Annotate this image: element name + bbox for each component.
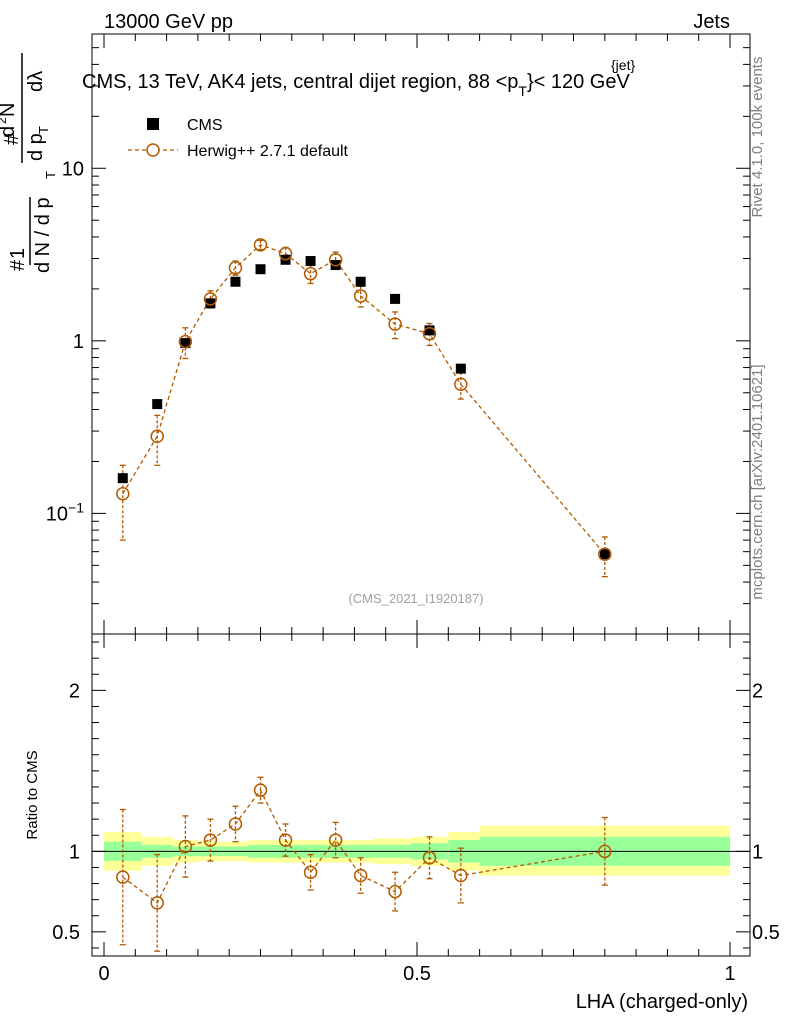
cms-data-point — [355, 276, 366, 287]
ylabel-T1: T — [43, 171, 58, 179]
ratio-y-tick-label: 0.5 — [52, 922, 80, 944]
title-main: CMS, 13 TeV, AK4 jets, central dijet reg… — [82, 71, 518, 93]
main-y-tick-label: 10−1 — [46, 499, 84, 525]
herwig-ratio-point — [278, 833, 293, 847]
rivet-version-text: Rivet 4.1.0, 100k events — [749, 57, 766, 218]
ylabel-T2: T — [36, 126, 51, 134]
cms-series — [116, 238, 612, 561]
cms-data-point — [390, 293, 401, 304]
cms-data-point — [255, 264, 266, 275]
herwig-data-point — [150, 429, 164, 443]
legend-cms-label: CMS — [187, 117, 223, 134]
legend-herwig-marker — [146, 143, 160, 157]
herwig-ratio-point — [422, 851, 437, 865]
herwig-ratio-point — [303, 865, 318, 880]
title-end: }< 120 GeV — [527, 71, 631, 93]
ylabel-dpT: d p — [25, 133, 47, 161]
analysis-id: (CMS_2021_I1920187) — [348, 591, 483, 606]
herwig-ratio-point — [116, 870, 130, 884]
ratio-y-tick-label-right: 1 — [752, 841, 763, 863]
cms-data-point — [455, 363, 466, 374]
herwig-ratio-point — [150, 896, 164, 910]
cms-data-point — [152, 399, 163, 410]
header-right: Jets — [693, 11, 730, 33]
ylabel-two: 2 — [0, 117, 9, 124]
title-sup: {jet} — [611, 57, 635, 73]
ratio-uncertainty-bands — [104, 825, 730, 876]
cms-data-point — [180, 338, 191, 349]
herwig-ratio-point — [454, 868, 468, 883]
ylabel-hash-1: # — [7, 259, 29, 271]
mcplots-reference-text: mcplots.cern.ch [arXiv:2401.10621] — [749, 364, 766, 599]
herwig-data-point — [328, 253, 343, 267]
cms-data-point — [599, 549, 610, 560]
herwig-ratio-point — [388, 884, 402, 899]
herwig-data-point — [353, 289, 368, 303]
main-y-tick-label: 10 — [62, 158, 84, 180]
herwig-data-point — [598, 547, 612, 561]
x-tick-label: 0.5 — [403, 963, 431, 985]
ratio-y-tick-label-right: 0.5 — [752, 922, 780, 944]
herwig-data-point — [178, 334, 193, 349]
herwig-ratio-point — [178, 839, 193, 854]
herwig-ratio-point — [328, 833, 343, 847]
cms-data-point — [230, 276, 241, 287]
legend-cms-marker — [147, 118, 159, 130]
ratio-y-tick-label: 2 — [69, 680, 80, 702]
x-tick-label: 1 — [724, 963, 735, 985]
ylabel-hash-2: # — [1, 133, 23, 145]
herwig-connecting-line — [122, 244, 606, 555]
x-axis-label: LHA (charged-only) — [576, 991, 748, 1013]
cms-data-point — [305, 256, 316, 267]
ratio-y-tick-label: 1 — [69, 841, 80, 863]
ratio-y-tick-label-right: 2 — [752, 680, 763, 702]
herwig-data-point — [253, 238, 268, 252]
herwig-ratio-series — [116, 776, 612, 952]
title-sub: T — [518, 83, 527, 99]
legend-herwig-label: Herwig++ 2.7.1 default — [187, 143, 349, 160]
main-y-axis-label: # 1 d N / d p T # d 2 N d p T dλ — [0, 53, 58, 273]
ratio-axis-ticks: 0 0.5 1 0.5 0.5 1 1 2 2 — [52, 634, 780, 985]
cms-data-point — [424, 325, 435, 336]
ylabel-one: 1 — [7, 248, 29, 259]
herwig-ratio-line — [122, 788, 605, 904]
x-tick-label: 0 — [98, 963, 109, 985]
herwig-data-point — [454, 377, 468, 392]
herwig-ratio-point — [228, 817, 243, 831]
herwig-data-point — [303, 266, 318, 281]
main-axis-ticks: 10−1 1 10 — [46, 33, 750, 635]
plot-title: CMS, 13 TeV, AK4 jets, central dijet reg… — [82, 71, 630, 99]
herwig-data-point — [228, 261, 243, 275]
herwig-ratio-point — [598, 844, 612, 859]
ylabel-d: d — [0, 126, 19, 137]
herwig-ratio-point — [253, 783, 268, 797]
main-y-tick-label: 1 — [73, 331, 84, 353]
herwig-data-point — [203, 292, 218, 306]
herwig-ratio-point — [353, 868, 368, 883]
herwig-data-point — [278, 246, 293, 261]
herwig-data-point — [422, 326, 437, 341]
header-left: 13000 GeV pp — [104, 11, 233, 33]
cms-data-point — [117, 473, 128, 484]
herwig-data-point — [116, 486, 130, 501]
cms-data-point — [205, 298, 216, 309]
ratio-plot-frame — [91, 633, 751, 957]
herwig-ratio-point — [203, 833, 218, 847]
ylabel-dlambda: dλ — [25, 71, 47, 92]
herwig-data-point — [388, 317, 402, 331]
ylabel-N: N — [0, 103, 19, 117]
ratio-y-axis-label: Ratio to CMS — [24, 750, 41, 839]
ylabel-dN-dpT: d N / d p — [32, 197, 54, 273]
